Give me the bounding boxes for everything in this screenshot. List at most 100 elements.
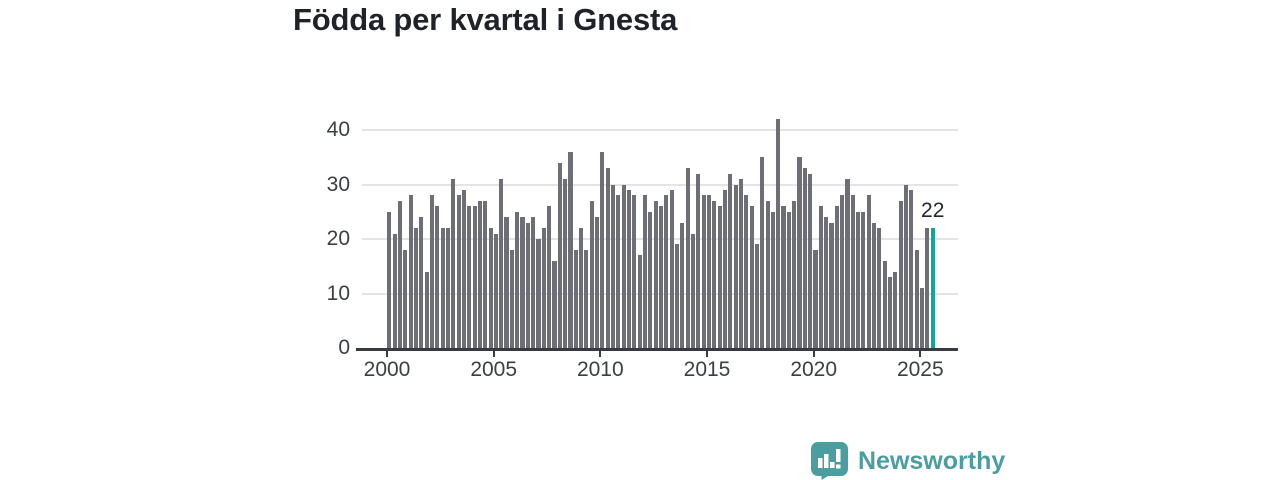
bar: [829, 222, 834, 348]
bar: [669, 189, 674, 348]
bar: [520, 217, 525, 348]
x-axis-tick-2010: [599, 350, 602, 357]
newsworthy-logo-text: Newsworthy: [858, 446, 1006, 475]
bar: [904, 184, 909, 348]
last-bar-value-label: 22: [921, 199, 945, 223]
bar: [722, 189, 727, 348]
bar: [440, 228, 445, 348]
bar: [435, 206, 440, 348]
bar: [387, 211, 392, 348]
x-axis-tick-2025: [919, 350, 922, 357]
bar: [605, 168, 610, 348]
bar: [680, 222, 685, 348]
bar: [552, 260, 557, 348]
bar: [525, 222, 530, 348]
y-axis-label-20: 20: [326, 227, 350, 250]
bar: [632, 195, 637, 348]
bar: [856, 211, 861, 348]
gridline-y-40: [362, 129, 958, 131]
x-axis-label-2025: 2025: [896, 358, 944, 381]
bar: [392, 233, 397, 348]
bar: [568, 151, 573, 348]
bar: [754, 244, 759, 348]
bar: [648, 211, 653, 348]
bar: [925, 228, 930, 348]
gridline-y-30: [362, 183, 958, 186]
bar: [419, 217, 424, 348]
bar: [451, 179, 456, 348]
bar: [467, 206, 472, 348]
bar: [706, 195, 711, 348]
bar: [579, 228, 584, 348]
bar: [898, 200, 903, 348]
x-axis-label-2010: 2010: [576, 358, 624, 381]
bar: [728, 173, 733, 348]
bar: [408, 195, 413, 348]
bar: [653, 200, 658, 348]
bar: [749, 206, 754, 348]
bar: [797, 157, 802, 348]
newsworthy-bubble-icon: [811, 442, 848, 480]
bar: [658, 206, 664, 348]
bar: [738, 179, 743, 348]
bar: [616, 195, 621, 348]
bar: [834, 206, 839, 348]
bar: [696, 173, 701, 348]
bar: [504, 217, 509, 348]
bar: [824, 217, 829, 348]
bar: [845, 179, 850, 348]
bar: [531, 217, 536, 348]
bar: [424, 271, 429, 348]
bar: [483, 200, 488, 348]
bar: [600, 151, 605, 348]
bar: [445, 228, 450, 348]
bar: [499, 179, 504, 348]
bar: [701, 195, 706, 348]
y-axis-label-10: 10: [326, 281, 350, 305]
bar: [786, 211, 791, 348]
bar: [573, 249, 578, 348]
x-axis-label-2005: 2005: [470, 358, 518, 381]
x-axis-label-2015: 2015: [683, 358, 731, 381]
bar: [685, 168, 690, 348]
x-axis-tick-2000: [386, 350, 388, 357]
bar: [509, 249, 514, 348]
bar: [493, 233, 498, 348]
bar: [872, 222, 877, 348]
y-axis-label-30: 30: [326, 172, 350, 196]
bar: [920, 288, 925, 348]
bar: [840, 195, 845, 348]
bar: [536, 239, 541, 348]
bar: [909, 189, 914, 348]
y-axis-label-40: 40: [326, 118, 350, 141]
bar: [456, 195, 461, 348]
bar: [914, 249, 919, 348]
bar: [637, 255, 642, 348]
bar: [893, 271, 898, 348]
bar: [792, 200, 797, 348]
bar: [813, 249, 818, 348]
bar: [802, 168, 807, 348]
bar: [717, 206, 722, 348]
bar: [765, 200, 770, 348]
x-axis-tick-2020: [812, 350, 815, 357]
bar: [563, 179, 568, 348]
bar: [781, 206, 786, 348]
bar: [850, 195, 855, 348]
bar: [595, 217, 600, 348]
bar: [744, 195, 749, 348]
x-axis-line: [356, 347, 958, 351]
bar: [397, 200, 403, 348]
bar: [584, 249, 589, 348]
bar: [547, 206, 552, 348]
x-axis-tick-2005: [492, 350, 495, 357]
bar: [664, 195, 669, 348]
bar: [413, 228, 419, 348]
x-axis-label-2020: 2020: [790, 358, 838, 381]
bar: [477, 200, 482, 348]
bar: [621, 184, 626, 348]
bar: [882, 260, 887, 348]
bar: [770, 211, 775, 348]
chart-title: Födda per kvartal i Gnesta: [293, 2, 678, 37]
